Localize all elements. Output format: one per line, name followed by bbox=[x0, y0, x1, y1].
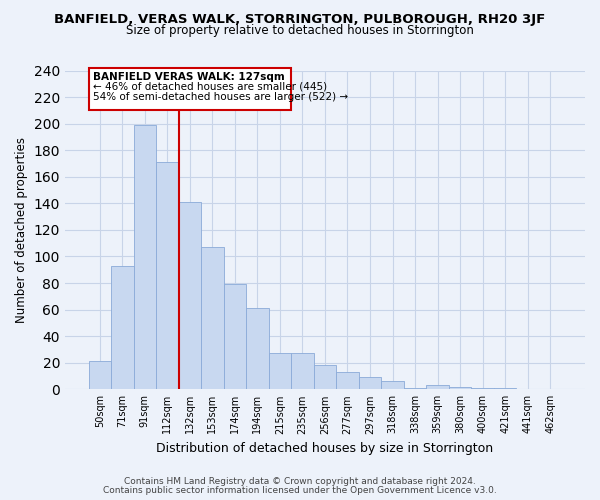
Text: ← 46% of detached houses are smaller (445): ← 46% of detached houses are smaller (44… bbox=[93, 81, 327, 91]
Bar bbox=[111, 266, 134, 390]
X-axis label: Distribution of detached houses by size in Storrington: Distribution of detached houses by size … bbox=[157, 442, 494, 455]
Bar bbox=[449, 386, 472, 390]
Bar bbox=[381, 382, 404, 390]
Bar bbox=[359, 378, 381, 390]
Bar bbox=[291, 354, 314, 390]
Bar bbox=[89, 362, 111, 390]
Bar bbox=[426, 386, 449, 390]
Text: Size of property relative to detached houses in Storrington: Size of property relative to detached ho… bbox=[126, 24, 474, 37]
FancyBboxPatch shape bbox=[89, 68, 291, 110]
Text: 54% of semi-detached houses are larger (522) →: 54% of semi-detached houses are larger (… bbox=[93, 92, 348, 102]
Bar bbox=[336, 372, 359, 390]
Bar bbox=[269, 354, 291, 390]
Bar bbox=[179, 202, 201, 390]
Bar bbox=[134, 125, 156, 390]
Bar bbox=[494, 388, 517, 390]
Bar bbox=[246, 308, 269, 390]
Bar bbox=[314, 366, 336, 390]
Text: Contains HM Land Registry data © Crown copyright and database right 2024.: Contains HM Land Registry data © Crown c… bbox=[124, 477, 476, 486]
Y-axis label: Number of detached properties: Number of detached properties bbox=[15, 137, 28, 323]
Text: BANFIELD VERAS WALK: 127sqm: BANFIELD VERAS WALK: 127sqm bbox=[93, 72, 285, 82]
Bar bbox=[224, 284, 246, 390]
Bar bbox=[201, 247, 224, 390]
Text: BANFIELD, VERAS WALK, STORRINGTON, PULBOROUGH, RH20 3JF: BANFIELD, VERAS WALK, STORRINGTON, PULBO… bbox=[55, 12, 545, 26]
Text: Contains public sector information licensed under the Open Government Licence v3: Contains public sector information licen… bbox=[103, 486, 497, 495]
Bar bbox=[404, 388, 426, 390]
Bar bbox=[156, 162, 179, 390]
Bar bbox=[472, 388, 494, 390]
